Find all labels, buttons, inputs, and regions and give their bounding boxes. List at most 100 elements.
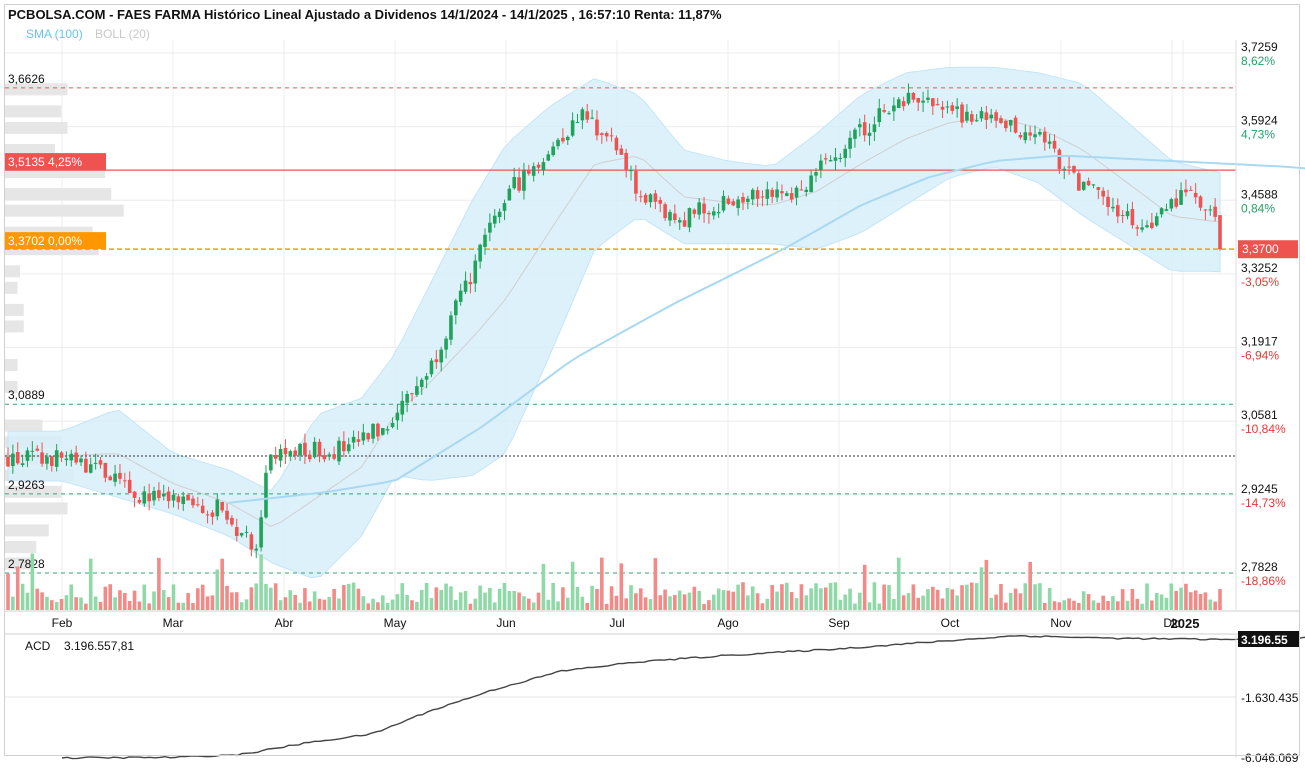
candle-body <box>946 106 950 107</box>
volume-bar <box>352 583 356 610</box>
candle-body <box>780 191 784 193</box>
volume-bar <box>1038 583 1042 610</box>
candle-body <box>620 149 624 155</box>
candle-body <box>639 196 643 197</box>
candle-body <box>839 158 843 159</box>
volume-bar <box>50 600 54 610</box>
volume-bar <box>400 583 404 610</box>
candle-body <box>532 166 536 176</box>
candle-body <box>877 108 881 122</box>
volume-bar <box>454 600 458 610</box>
volume-bar <box>376 602 380 610</box>
candle-body <box>478 245 482 262</box>
volume-bar <box>1024 583 1028 610</box>
level-tag-text: 3,5135 4,25% <box>8 155 82 169</box>
volume-bar <box>308 601 312 610</box>
candle-body <box>1111 207 1115 209</box>
candle-body <box>1170 199 1174 208</box>
candle-body <box>69 454 73 461</box>
volume-bar <box>45 597 49 610</box>
volume-bar <box>366 603 370 610</box>
candle-body <box>488 223 492 233</box>
candle-body <box>1199 196 1203 207</box>
volume-bar <box>405 595 409 610</box>
candle-body <box>1062 169 1066 170</box>
year-label: 2025 <box>1171 616 1200 631</box>
volume-bar <box>157 558 161 610</box>
candle-body <box>863 122 867 135</box>
volume-bar <box>522 596 526 610</box>
candle-body <box>454 300 458 315</box>
candle-body <box>873 124 877 132</box>
volume-bar <box>1053 601 1057 610</box>
volume-bar <box>396 594 400 610</box>
candle-body <box>770 190 774 197</box>
candle-body <box>65 459 69 460</box>
volume-bar <box>235 592 239 610</box>
volume-bar <box>410 600 414 610</box>
month-label: Ago <box>717 616 739 630</box>
y-tick-pct: 4,73% <box>1241 128 1275 142</box>
candle-body <box>342 441 346 451</box>
volume-bar <box>303 588 307 610</box>
candle-body <box>181 497 185 504</box>
candle-body <box>230 518 234 525</box>
volume-bar <box>980 567 984 610</box>
candle-body <box>887 113 891 114</box>
volume-bar <box>1131 589 1135 610</box>
volume-bar <box>571 562 575 610</box>
volume-bar <box>882 585 886 610</box>
candle-body <box>912 93 916 100</box>
volume-bar <box>1058 602 1062 610</box>
volume-bar <box>259 554 263 610</box>
volume-bar <box>1092 600 1096 610</box>
volume-bar <box>216 569 220 610</box>
candle-body <box>1150 223 1154 228</box>
candle-body <box>1053 141 1057 149</box>
volume-profile-bar <box>5 502 68 514</box>
volume-bar <box>342 585 346 610</box>
acd-tick-label: -1.630.435 <box>1241 691 1299 705</box>
month-label: Oct <box>941 616 960 630</box>
volume-bar <box>381 595 385 610</box>
candle-body <box>892 105 896 111</box>
candle-body <box>1160 208 1164 214</box>
candle-body <box>498 212 502 217</box>
candle-body <box>522 170 526 190</box>
candle-body <box>542 162 546 170</box>
volume-bar <box>191 603 195 610</box>
volume-profile-bar <box>5 105 61 117</box>
volume-bar <box>800 584 804 610</box>
volume-bar <box>1014 589 1018 610</box>
candle-body <box>225 511 229 520</box>
candle-body <box>142 491 146 503</box>
volume-bar <box>1116 601 1120 610</box>
candle-body <box>245 532 249 533</box>
volume-bar <box>211 595 215 610</box>
candle-body <box>162 494 166 497</box>
candle-body <box>274 455 278 459</box>
volume-profile-bar <box>5 304 24 316</box>
volume-bar <box>595 589 599 610</box>
candle-body <box>420 380 424 387</box>
candle-body <box>128 480 132 493</box>
volume-bar <box>989 598 993 610</box>
volume-bar <box>298 603 302 610</box>
candle-body <box>649 194 653 202</box>
candle-body <box>250 534 254 549</box>
volume-bar <box>493 602 497 610</box>
volume-profile-bar <box>5 282 18 294</box>
candle-body <box>493 216 497 224</box>
candle-body <box>624 153 628 170</box>
volume-profile-bar <box>5 205 124 217</box>
volume-profile-bar <box>5 265 20 277</box>
month-label: Nov <box>1050 616 1071 630</box>
volume-bar <box>1028 562 1032 610</box>
volume-bar <box>853 604 857 610</box>
candle-body <box>989 115 993 119</box>
y-tick-label: 3,3252 <box>1241 261 1278 275</box>
candle-body <box>206 514 210 515</box>
volume-bar <box>970 583 974 610</box>
volume-bar <box>488 588 492 610</box>
candle-body <box>1014 118 1018 133</box>
